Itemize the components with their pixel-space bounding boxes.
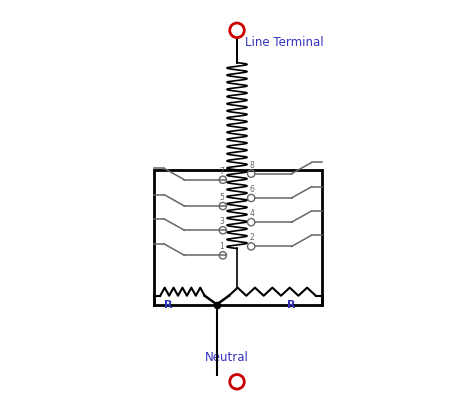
Text: 8: 8 [250, 161, 255, 170]
Text: 2: 2 [250, 234, 255, 242]
Text: Line Terminal: Line Terminal [245, 36, 324, 49]
Text: 6: 6 [249, 185, 255, 194]
Text: 1: 1 [219, 242, 224, 251]
Text: 3: 3 [219, 217, 225, 226]
Text: 5: 5 [219, 193, 225, 202]
Text: R: R [164, 300, 173, 310]
Text: 4: 4 [249, 209, 255, 218]
Text: Neutral: Neutral [205, 351, 248, 364]
Text: 7: 7 [219, 167, 225, 176]
Text: R: R [288, 300, 296, 310]
